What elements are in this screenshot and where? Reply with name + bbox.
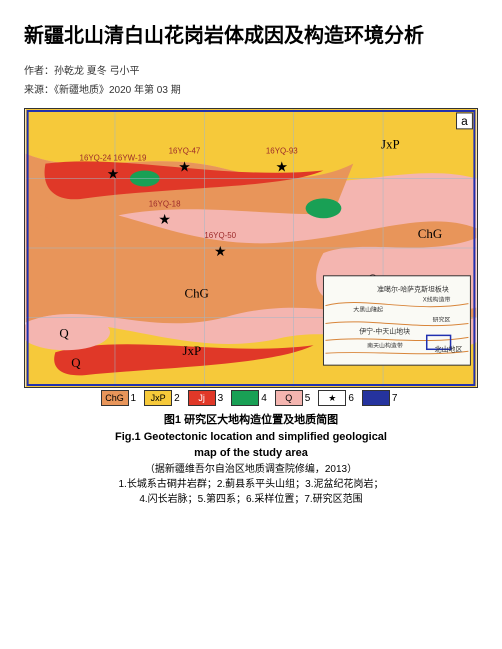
svg-text:Q: Q <box>59 326 69 340</box>
page-title: 新疆北山清白山花岗岩体成因及构造环境分析 <box>24 20 478 52</box>
legend-item: Q5 <box>275 390 315 406</box>
svg-text:北山地区: 北山地区 <box>435 344 463 353</box>
legend-item: Jj3 <box>188 390 228 406</box>
caption-cn: 图1 研究区大地构造位置及地质简图 <box>24 412 478 429</box>
legend-item: ChG1 <box>101 390 141 406</box>
legend-swatch <box>231 390 259 406</box>
legend-row: ChG1JxP2Jj34Q5★67 <box>24 390 478 406</box>
legend-swatch: JxP <box>144 390 172 406</box>
figure-1: a ★ 16YQ-24 16YW-19 ★ 16YQ-47 ★ 16YQ-93 ★ 16YQ-1… <box>24 108 478 507</box>
svg-text:★: ★ <box>276 159 288 175</box>
svg-text:准噶尔-哈萨克斯坦板块: 准噶尔-哈萨克斯坦板块 <box>377 285 449 294</box>
svg-text:★: ★ <box>107 166 119 182</box>
legend-swatch: ChG <box>101 390 129 406</box>
legend-number: 7 <box>392 393 398 404</box>
svg-text:研究区: 研究区 <box>433 315 451 323</box>
legend-item: JxP2 <box>144 390 184 406</box>
svg-text:大黑山隆起: 大黑山隆起 <box>353 306 383 314</box>
legend-item: ★6 <box>318 390 358 406</box>
legend-number: 6 <box>348 393 354 404</box>
svg-text:ChG: ChG <box>418 227 442 241</box>
legend-number: 5 <box>305 393 311 404</box>
svg-text:ChG: ChG <box>184 287 208 301</box>
svg-text:Q: Q <box>71 356 81 370</box>
legend-swatch: ★ <box>318 390 346 406</box>
svg-text:★: ★ <box>214 243 226 259</box>
svg-text:★: ★ <box>178 159 190 175</box>
caption-en-1: Fig.1 Geotectonic location and simplifie… <box>24 429 478 446</box>
svg-text:X线构造带: X线构造带 <box>423 296 451 304</box>
caption-desc-1: 1.长城系古硐井岩群；2.蓟县系平头山组；3.泥盆纪花岗岩； <box>24 477 478 492</box>
svg-text:a: a <box>461 114 468 128</box>
legend-item: 4 <box>231 390 271 406</box>
legend-number: 3 <box>218 393 224 404</box>
svg-text:16YQ-47: 16YQ-47 <box>169 147 201 156</box>
caption-note: （据新疆维吾尔自治区地质调查院修编，2013） <box>24 462 478 477</box>
svg-text:16YQ-18: 16YQ-18 <box>149 199 181 208</box>
authors-line: 作者：孙乾龙 夏冬 弓小平 <box>24 62 478 77</box>
legend-item: 7 <box>362 390 402 406</box>
svg-text:16YQ-50: 16YQ-50 <box>204 231 236 240</box>
caption-en-2: map of the study area <box>24 445 478 462</box>
geological-map: a ★ 16YQ-24 16YW-19 ★ 16YQ-47 ★ 16YQ-93 ★ 16YQ-1… <box>24 108 478 388</box>
svg-text:16YQ-93: 16YQ-93 <box>266 147 298 156</box>
figure-caption: 图1 研究区大地构造位置及地质简图 Fig.1 Geotectonic loca… <box>24 412 478 507</box>
legend-number: 1 <box>131 393 137 404</box>
source-line: 来源：《新疆地质》2020 年第 03 期 <box>24 81 478 96</box>
legend-swatch <box>362 390 390 406</box>
legend-number: 2 <box>174 393 180 404</box>
caption-desc-2: 4.闪长岩脉；5.第四系；6.采样位置；7.研究区范围 <box>24 492 478 507</box>
legend-swatch: Q <box>275 390 303 406</box>
svg-text:16YQ-24 16YW-19: 16YQ-24 16YW-19 <box>80 154 148 163</box>
legend-number: 4 <box>261 393 267 404</box>
svg-text:JxP: JxP <box>381 138 400 152</box>
svg-text:★: ★ <box>158 211 170 227</box>
legend-swatch: Jj <box>188 390 216 406</box>
svg-text:伊宁-中天山地块: 伊宁-中天山地块 <box>359 326 410 335</box>
svg-text:JxP: JxP <box>182 344 201 358</box>
svg-text:南天山构造带: 南天山构造带 <box>367 341 403 349</box>
